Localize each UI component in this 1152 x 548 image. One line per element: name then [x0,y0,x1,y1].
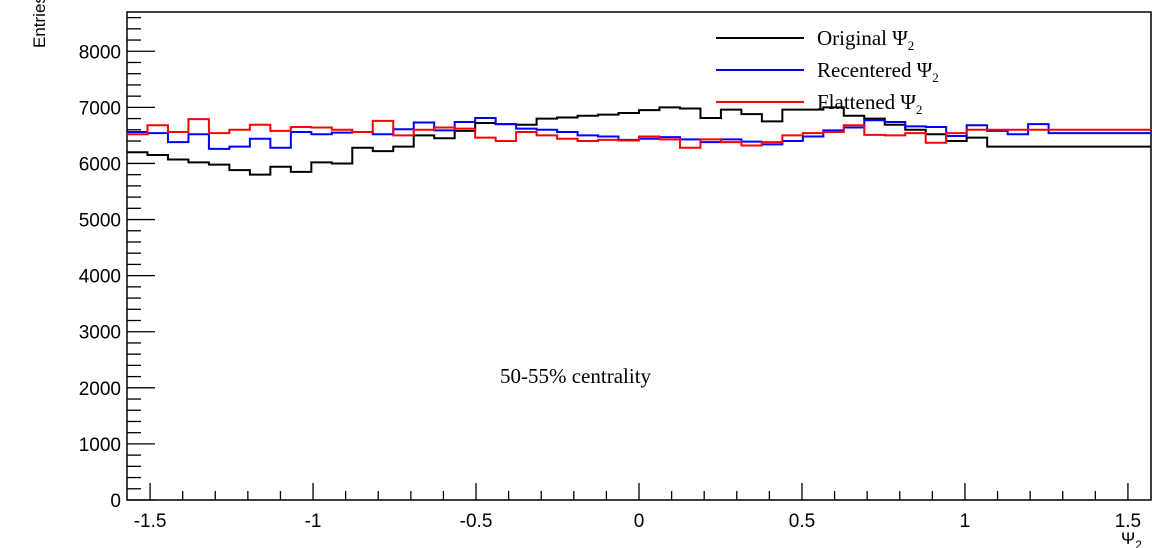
x-tick-label: -1.5 [134,511,167,532]
y-tick-label: 6000 [79,154,121,175]
legend-label-original: Original Ψ2 [817,26,914,53]
x-axis-title: Ψ2 [1121,529,1142,548]
y-tick-label: 4000 [79,267,121,288]
y-axis-ticks: 0 1000 2000 3000 4000 5000 6000 7000 8000 [79,16,155,512]
y-tick-label: 5000 [79,211,121,232]
x-axis-title-main: Ψ [1121,529,1135,548]
y-tick-label: 2000 [79,379,121,400]
series-original [127,106,1151,176]
series-flattened [127,118,1151,149]
x-tick-label: -0.5 [460,511,493,532]
centrality-annotation: 50-55% centrality [500,364,652,388]
legend-label-recentered-sub: 2 [932,70,939,85]
legend-label-original-main: Original Ψ [817,26,908,50]
x-tick-label: -1 [305,511,322,532]
legend: Original Ψ2 Recentered Ψ2 Flattened Ψ2 [716,26,939,117]
plot-frame [126,11,1152,501]
x-axis-title-sub: 2 [1135,538,1142,548]
series-layer [127,106,1151,176]
y-tick-label: 0 [110,491,121,512]
y-axis-title: Entries [30,0,49,48]
legend-label-flattened: Flattened Ψ2 [817,90,922,117]
legend-label-recentered-main: Recentered Ψ [817,58,933,82]
series-recentered [127,117,1151,150]
x-tick-label: 1 [960,511,971,532]
x-tick-label: 1.5 [1115,511,1141,532]
legend-label-flattened-main: Flattened Ψ [817,90,916,114]
x-axis-ticks: -1.5 -1 -0.5 0 0.5 1 1.5 [134,483,1141,532]
y-tick-label: 1000 [79,435,121,456]
legend-label-recentered: Recentered Ψ2 [817,58,939,85]
legend-label-flattened-sub: 2 [916,102,923,117]
y-tick-label: 8000 [79,42,121,63]
y-tick-label: 3000 [79,323,121,344]
y-tick-label: 7000 [79,98,121,119]
x-tick-label: 0.5 [789,511,815,532]
legend-label-original-sub: 2 [908,38,915,53]
x-tick-label: 0 [634,511,645,532]
